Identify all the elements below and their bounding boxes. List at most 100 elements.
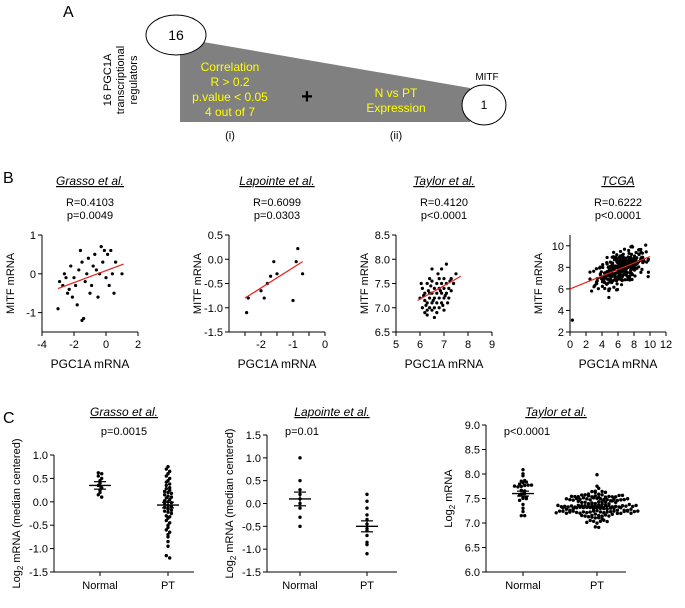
- data-point: [169, 491, 174, 496]
- data-point: [615, 511, 620, 516]
- data-point: [585, 520, 589, 525]
- data-point: [294, 260, 298, 264]
- data-point: [169, 508, 174, 512]
- data-point: [365, 506, 369, 510]
- data-point: [291, 298, 295, 303]
- data-point: [618, 249, 623, 254]
- y-axis-label: Log2 mRNA (median centered): [224, 429, 238, 579]
- side-label-2: transcriptional: [115, 46, 127, 114]
- data-point: [629, 268, 633, 272]
- data-point: [432, 315, 436, 320]
- y-axis-label: MITF mRNA: [359, 252, 371, 314]
- data-point: [604, 276, 608, 280]
- data-point: [435, 291, 439, 295]
- data-point: [623, 278, 627, 282]
- data-point: [432, 296, 436, 300]
- data-point: [580, 493, 584, 497]
- stat-p-label: p<0.0001: [421, 210, 467, 222]
- data-point: [614, 264, 618, 268]
- data-point: [164, 486, 168, 491]
- data-point: [614, 271, 618, 275]
- data-point: [168, 486, 172, 490]
- y-tick-label: 1.5: [246, 430, 261, 442]
- data-point: [593, 501, 597, 506]
- data-point: [454, 272, 458, 276]
- data-point: [626, 255, 630, 259]
- y-tick-label: -1.0: [204, 303, 223, 315]
- data-point: [62, 272, 66, 276]
- data-point: [600, 514, 604, 518]
- data-point: [614, 279, 619, 283]
- data-point: [86, 256, 90, 260]
- data-point: [622, 509, 626, 514]
- data-point: [595, 521, 599, 525]
- y-tick-label: 4: [558, 305, 564, 317]
- data-point: [440, 281, 444, 286]
- y-tick-label: 8.5: [465, 445, 480, 457]
- y-tick-label: 6.5: [465, 543, 480, 555]
- data-point: [591, 496, 596, 500]
- data-point: [620, 262, 624, 266]
- criteria-1-line-3: p.value < 0.05: [192, 90, 268, 104]
- data-point: [612, 506, 616, 511]
- criteria-2-line-2: Expression: [366, 101, 425, 115]
- data-point: [272, 260, 276, 264]
- data-point: [164, 518, 168, 523]
- data-point: [82, 316, 86, 321]
- data-point: [627, 248, 631, 253]
- x-tick-label: 10: [644, 339, 656, 351]
- data-point: [622, 247, 627, 251]
- data-point: [615, 282, 619, 286]
- data-point: [624, 504, 628, 508]
- data-point: [442, 308, 446, 312]
- data-point: [640, 267, 644, 272]
- data-point: [162, 509, 167, 513]
- data-point: [600, 276, 604, 280]
- data-point: [569, 494, 574, 499]
- data-point: [91, 264, 95, 268]
- data-point: [619, 283, 624, 287]
- x-tick-label: 4: [599, 339, 605, 351]
- x-tick-label: 8: [465, 339, 471, 351]
- y-tick-label: -1.5: [29, 567, 48, 579]
- data-point: [632, 256, 636, 260]
- data-point: [166, 535, 170, 539]
- data-point: [365, 513, 369, 517]
- data-point: [521, 509, 525, 514]
- data-point: [452, 281, 456, 286]
- data-point: [609, 280, 613, 284]
- y-tick-label: 7.5: [375, 279, 390, 291]
- data-point: [603, 286, 607, 291]
- data-point: [597, 516, 601, 520]
- data-point: [601, 265, 605, 270]
- data-point: [593, 490, 597, 495]
- stat-r-label: R=0.6222: [594, 197, 642, 209]
- data-point: [440, 301, 444, 305]
- data-point: [444, 291, 448, 295]
- data-point: [636, 509, 640, 513]
- y-tick-label: 1.0: [246, 453, 261, 465]
- x-tick-label: 12: [660, 339, 672, 351]
- data-point: [447, 296, 451, 300]
- data-point: [519, 484, 523, 489]
- data-point: [580, 500, 584, 505]
- data-point: [162, 489, 167, 494]
- data-point: [591, 509, 596, 513]
- data-point: [603, 271, 607, 275]
- data-point: [517, 498, 522, 503]
- data-point: [620, 278, 624, 283]
- data-point: [425, 313, 429, 317]
- data-point: [612, 250, 616, 255]
- data-point: [602, 518, 606, 522]
- data-point: [621, 252, 625, 256]
- data-point: [96, 471, 101, 475]
- side-label-1: 16 PGC1A: [102, 53, 114, 106]
- y-tick-label: -1.0: [29, 544, 48, 556]
- y-tick-label: 7.0: [375, 303, 390, 315]
- data-point: [637, 248, 641, 252]
- y-tick-label: 7.5: [465, 494, 480, 506]
- data-point: [625, 278, 630, 282]
- data-point: [578, 505, 582, 509]
- data-point: [426, 289, 430, 293]
- data-point: [600, 493, 604, 497]
